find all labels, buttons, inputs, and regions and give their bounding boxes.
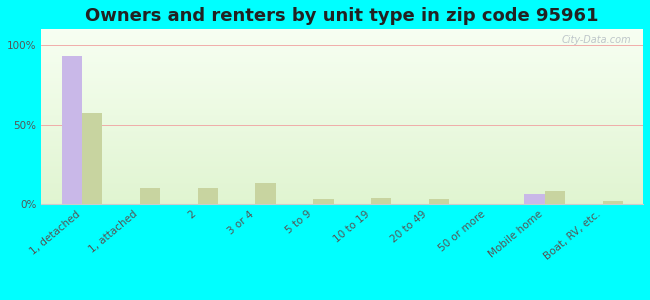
- Title: Owners and renters by unit type in zip code 95961: Owners and renters by unit type in zip c…: [85, 7, 599, 25]
- Bar: [255, 183, 276, 204]
- Bar: [313, 199, 333, 204]
- Bar: [525, 194, 545, 204]
- Bar: [371, 198, 391, 204]
- Bar: [140, 188, 160, 204]
- Text: City-Data.com: City-Data.com: [562, 34, 631, 44]
- Bar: [545, 191, 565, 204]
- Bar: [198, 188, 218, 204]
- Bar: [62, 56, 82, 204]
- Bar: [429, 199, 449, 204]
- Bar: [603, 201, 623, 204]
- Bar: [82, 113, 102, 204]
